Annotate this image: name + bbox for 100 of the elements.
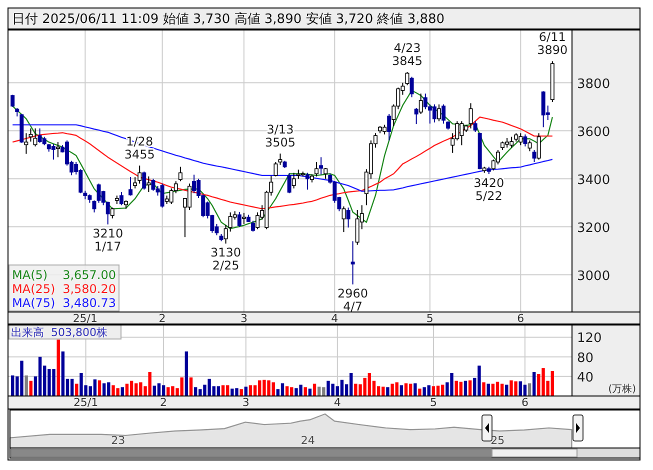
candlestick <box>133 176 138 189</box>
x-tick-label: 6 <box>521 396 528 409</box>
candlestick <box>292 172 296 189</box>
candlestick <box>128 176 133 196</box>
chart-title: 出来高 503,800株 <box>11 326 108 339</box>
bar <box>240 389 243 396</box>
y-tick-label: 3800 <box>577 76 610 92</box>
x-tick-label: 3 <box>240 312 248 325</box>
candlestick <box>142 171 146 190</box>
line-series <box>12 116 554 210</box>
candlestick <box>24 132 28 154</box>
bar <box>523 384 527 396</box>
bar <box>414 383 417 396</box>
candlestick <box>146 176 151 192</box>
bar <box>468 380 472 396</box>
candlestick <box>528 140 532 152</box>
candlestick <box>410 76 414 98</box>
candlestick <box>56 142 60 158</box>
y-tick-label: 3400 <box>577 172 610 188</box>
x-tick-label: 24 <box>300 434 315 447</box>
bar <box>386 387 390 396</box>
x-tick-label: 25/1 <box>73 396 98 409</box>
bar <box>70 378 74 396</box>
candlestick <box>151 178 156 192</box>
text: MA(25) <box>12 282 56 296</box>
bar <box>130 380 134 396</box>
x-tick-label: 2 <box>160 396 168 409</box>
candlestick <box>414 108 418 125</box>
bar <box>29 380 32 396</box>
annotation: 4/23 3845 <box>392 41 423 68</box>
y-tick-label: 3000 <box>577 268 610 284</box>
candlestick <box>432 104 436 123</box>
x-tick-label: 25/1 <box>72 312 98 325</box>
text: MA(75) <box>12 296 56 310</box>
bar <box>162 385 166 396</box>
candlestick <box>496 150 500 165</box>
bar <box>400 385 404 396</box>
annotation: 3,480.73 <box>62 296 116 310</box>
y-tick-label: 120 <box>577 331 602 346</box>
bar <box>436 386 440 396</box>
bar <box>216 386 220 396</box>
bar <box>464 380 468 396</box>
candlestick <box>224 224 228 244</box>
bar <box>221 385 225 396</box>
bar <box>56 340 60 396</box>
bar <box>432 386 436 396</box>
candlestick <box>178 166 182 182</box>
candlestick <box>473 120 478 132</box>
annotation: 3420 5/22 <box>474 176 504 203</box>
candlestick <box>437 104 441 122</box>
candlestick <box>532 150 536 162</box>
chart-title: 日付 2025/06/11 11:09 始値 3,730 高値 3,890 安値 3,720 終値 3,880 <box>12 11 445 27</box>
bar <box>532 372 536 396</box>
candlestick <box>28 128 33 142</box>
candlestick <box>350 240 355 285</box>
x-tick-label: 23 <box>111 434 126 447</box>
bar <box>418 388 422 396</box>
bar <box>244 386 248 396</box>
y-tick-label: 80 <box>577 350 594 366</box>
candlestick <box>278 153 282 166</box>
x-tick-label: 4 <box>334 396 341 409</box>
candlestick <box>110 207 114 219</box>
annotation: 2960 4/7 <box>338 286 368 314</box>
candlestick <box>305 172 310 190</box>
x-tick-label: 4 <box>331 312 338 325</box>
annotation: 3/13 3505 <box>264 122 296 150</box>
annotation: 3,580.20 <box>62 282 116 296</box>
candlestick <box>51 144 56 160</box>
candlestick <box>319 156 324 175</box>
annotation: 3210 1/17 <box>92 226 124 254</box>
x-tick-label: 25 <box>490 434 505 447</box>
y-axis-title: (万株) <box>608 383 636 395</box>
bar <box>38 356 42 396</box>
candlestick <box>256 212 260 230</box>
y-tick-label: 40 <box>577 370 594 386</box>
candlestick <box>138 165 142 184</box>
candlestick <box>192 174 196 194</box>
y-tick-label: 3600 <box>577 124 610 140</box>
bar <box>482 382 486 396</box>
candlestick <box>418 93 423 114</box>
y-tick-label: 3200 <box>577 220 610 236</box>
candlestick <box>33 128 38 147</box>
text: MA(5) <box>12 268 48 282</box>
candlestick <box>523 134 528 147</box>
bar <box>98 380 102 396</box>
candlestick <box>442 104 446 124</box>
candlestick <box>237 211 242 228</box>
bar <box>24 375 28 396</box>
candlestick <box>324 168 328 180</box>
annotation: 3,657.00 <box>62 268 116 282</box>
annotation: 3130 2/25 <box>210 246 242 273</box>
annotation: 6/11 3890 <box>537 30 568 58</box>
candlestick <box>342 206 346 233</box>
candlestick <box>160 183 164 208</box>
bar <box>505 384 508 396</box>
bar <box>184 351 188 396</box>
candlestick <box>274 162 278 177</box>
bar <box>152 386 156 396</box>
x-tick-label: 5 <box>426 312 434 325</box>
candlestick <box>346 207 350 228</box>
